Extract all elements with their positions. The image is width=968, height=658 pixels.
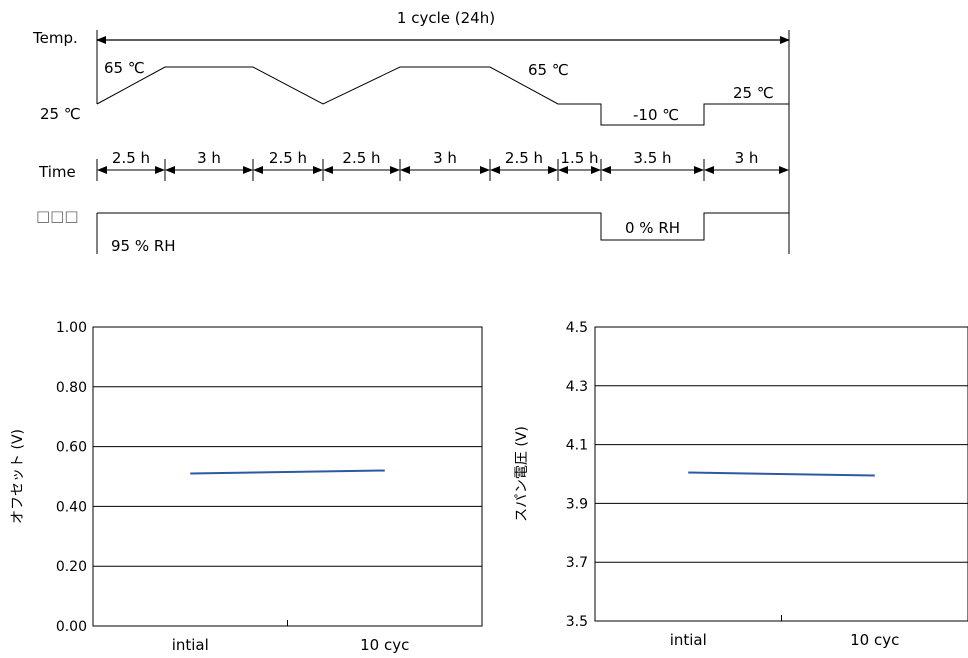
temp-label-25-start: 25 ℃ (40, 105, 81, 123)
duration-label: 2.5 h (112, 149, 150, 167)
duration-label: 1.5 h (560, 149, 598, 167)
temperature-profile-line (96, 66, 789, 126)
duration-label: 3 h (433, 149, 457, 167)
offset-chart: 0.00 0.20 0.40 0.60 0.80 1.00 intial 10 cyc オフセッ… (10, 320, 483, 654)
y-tick-label: 4.1 (566, 438, 588, 454)
y-tick-label: 3.7 (566, 555, 588, 571)
x-tick-label: 10 cyc (850, 631, 899, 649)
humidity-profile-line (97, 212, 789, 241)
duration-label: 3 h (735, 149, 759, 167)
y-tick-label: 0.20 (56, 559, 87, 575)
x-tick-label: 10 cyc (360, 636, 409, 654)
humidity-label-95: 95 % RH (111, 237, 176, 255)
humidity-axis-label: □□□ (36, 207, 79, 225)
y-tick-label: 0.00 (56, 619, 87, 635)
x-tick-label: intial (172, 636, 209, 654)
y-tick-label: 0.80 (56, 380, 87, 396)
span-voltage-chart: 3.5 3.7 3.9 4.1 4.3 4.5 intial 10 cyc スパン電圧 (V) (514, 320, 968, 649)
y-tick-label: 4.3 (566, 379, 588, 395)
temp-axis-label: Temp. (32, 29, 78, 47)
time-axis-label: Time (38, 163, 76, 181)
test-cycle-profile: 1 cycle (24h) Temp. 65 ℃ 25 ℃ 65 ℃ -10 ℃… (32, 9, 790, 255)
cycle-label: 1 cycle (24h) (397, 9, 495, 27)
temp-label-65-second: 65 ℃ (528, 61, 569, 79)
y-axis-label: オフセット (V) (10, 429, 26, 524)
duration-label: 3.5 h (633, 149, 671, 167)
y-tick-label: 0.40 (56, 499, 87, 515)
duration-label: 2.5 h (269, 149, 307, 167)
y-tick-label: 1.00 (56, 320, 87, 336)
x-tick-label: intial (670, 631, 707, 649)
y-tick-label: 4.5 (566, 320, 588, 336)
temp-label-minus10: -10 ℃ (633, 106, 679, 124)
plot-area-frame (92, 326, 483, 627)
y-tick-label: 0.60 (56, 440, 87, 456)
duration-label: 3 h (197, 149, 221, 167)
humidity-label-0: 0 % RH (625, 219, 680, 237)
temp-label-65-start: 65 ℃ (104, 59, 145, 77)
duration-arrows: 2.5 h 3 h 2.5 h 2.5 h 3 h 2.5 h 1.5 h 3.5 h 3 h (96, 149, 790, 181)
temp-label-25-end: 25 ℃ (733, 84, 774, 102)
y-axis-label: スパン電圧 (V) (514, 426, 530, 522)
duration-label: 2.5 h (342, 149, 380, 167)
duration-label: 2.5 h (505, 149, 543, 167)
y-tick-label: 3.5 (566, 614, 588, 630)
series-line (190, 469, 385, 475)
series-line (688, 471, 875, 477)
y-tick-label: 3.9 (566, 496, 588, 512)
